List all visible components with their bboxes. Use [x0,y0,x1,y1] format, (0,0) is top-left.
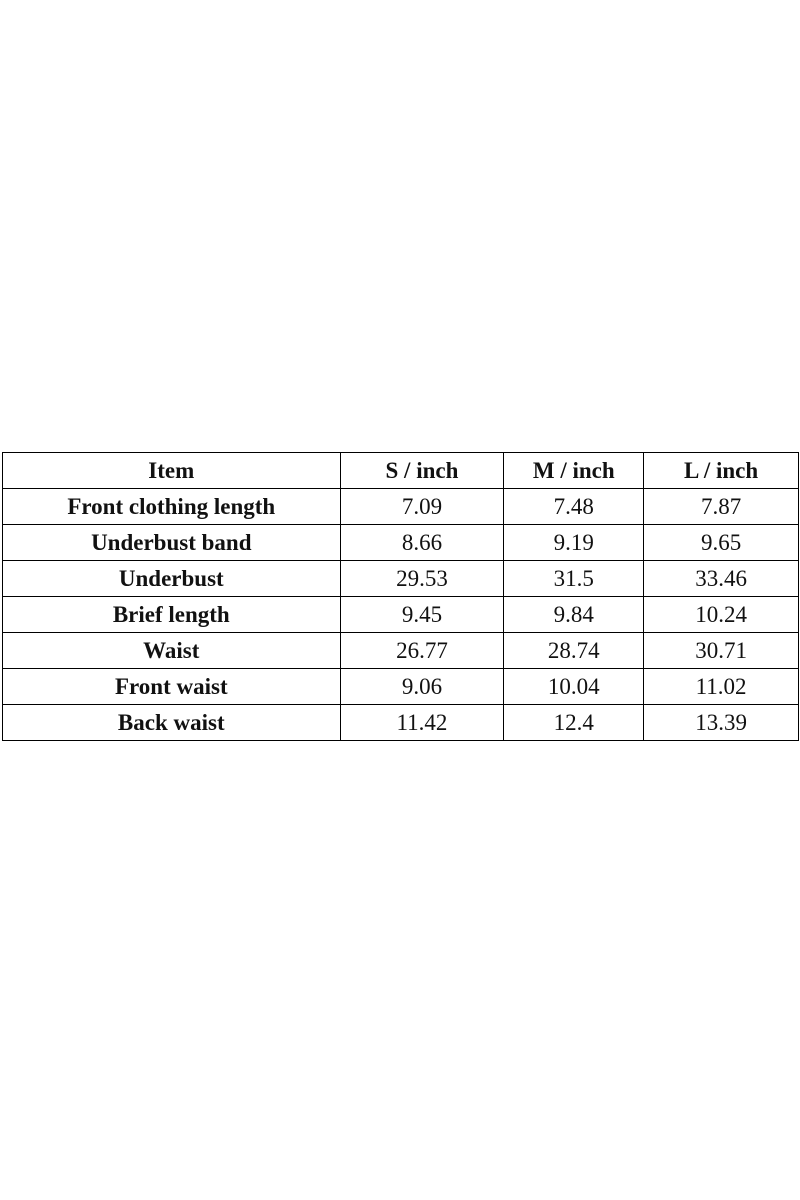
header-row: Item S / inch M / inch L / inch [2,452,799,489]
value-cell: 9.19 [503,524,645,561]
value-cell: 28.74 [503,632,645,669]
item-cell: Back waist [2,704,341,741]
table-row: Back waist 11.42 12.4 13.39 [2,704,799,741]
value-cell: 31.5 [503,560,645,597]
value-cell: 7.48 [503,488,645,525]
table-row: Underbust band 8.66 9.19 9.65 [2,524,799,561]
value-cell: 33.46 [643,560,799,597]
item-cell: Waist [2,632,341,669]
value-cell: 7.87 [643,488,799,525]
table-row: Front clothing length 7.09 7.48 7.87 [2,488,799,525]
header-cell: L / inch [643,452,799,489]
header-cell: S / inch [339,452,505,489]
value-cell: 11.42 [339,704,505,741]
value-cell: 26.77 [339,632,505,669]
value-cell: 13.39 [643,704,799,741]
value-cell: 9.65 [643,524,799,561]
value-cell: 11.02 [643,668,799,705]
table-row: Front waist 9.06 10.04 11.02 [2,668,799,705]
value-cell: 7.09 [339,488,505,525]
size-table: Item S / inch M / inch L / inch Front cloth… [2,452,799,741]
value-cell: 29.53 [339,560,505,597]
value-cell: 12.4 [503,704,645,741]
value-cell: 30.71 [643,632,799,669]
item-cell: Brief length [2,596,341,633]
item-cell: Underbust band [2,524,341,561]
table-row: Brief length 9.45 9.84 10.24 [2,596,799,633]
item-cell: Front clothing length [2,488,341,525]
value-cell: 10.04 [503,668,645,705]
value-cell: 9.84 [503,596,645,633]
item-cell: Underbust [2,560,341,597]
header-cell: Item [2,452,341,489]
value-cell: 8.66 [339,524,505,561]
value-cell: 9.45 [339,596,505,633]
header-cell: M / inch [503,452,645,489]
value-cell: 10.24 [643,596,799,633]
item-cell: Front waist [2,668,341,705]
table-row: Waist 26.77 28.74 30.71 [2,632,799,669]
table-row: Underbust 29.53 31.5 33.46 [2,560,799,597]
value-cell: 9.06 [339,668,505,705]
